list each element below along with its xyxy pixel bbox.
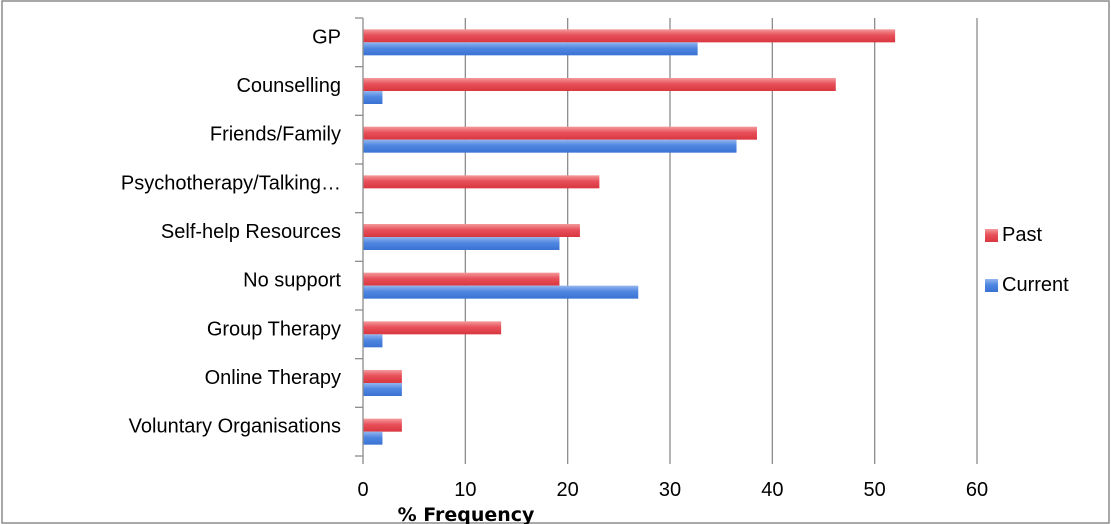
category-label: Counselling: [236, 75, 341, 97]
bar-current: [363, 42, 698, 56]
bar-past: [363, 418, 402, 432]
labels: 0 10 20 30 40 50 60 GP Counselling Friends/Family…: [121, 26, 988, 501]
bar-current: [363, 285, 639, 299]
bar-current: [363, 334, 383, 348]
category-label: Voluntary Organisations: [129, 416, 341, 438]
x-tick-label: 60: [966, 479, 988, 501]
category-label: Friends/Family: [210, 124, 341, 146]
legend-swatch-current: [985, 279, 998, 292]
bar-past: [363, 29, 896, 43]
x-tick-label: 30: [659, 479, 681, 501]
bar-past: [363, 321, 502, 335]
x-tick-label: 20: [557, 479, 579, 501]
x-axis-title: % Frequency: [398, 504, 535, 524]
legend-swatch-past: [985, 229, 998, 242]
legend-label-current: Current: [1002, 274, 1069, 296]
bars: [363, 29, 896, 445]
bar-current: [363, 91, 383, 104]
category-label: Group Therapy: [207, 318, 341, 340]
bar-past: [363, 126, 757, 140]
legend: Past Current: [985, 224, 1069, 296]
category-label: Psychotherapy/Talking…: [121, 172, 341, 194]
category-label: GP: [312, 26, 341, 48]
bar-past: [363, 224, 580, 237]
x-tick-label: 50: [864, 479, 886, 501]
bar-current: [363, 139, 737, 153]
x-tick-label: 40: [761, 479, 783, 501]
bar-current: [363, 383, 402, 396]
bar-past: [363, 175, 600, 189]
bar-past: [363, 78, 836, 91]
legend-label-past: Past: [1002, 224, 1042, 246]
x-tick-label: 10: [454, 479, 476, 501]
bar-past: [363, 370, 402, 383]
category-label: Online Therapy: [205, 367, 341, 389]
bar-current: [363, 431, 383, 445]
bar-past: [363, 272, 560, 286]
bar-current: [363, 237, 560, 250]
axes: [355, 17, 978, 464]
category-label: Self-help Resources: [161, 221, 341, 243]
category-label: No support: [243, 270, 341, 292]
x-tick-label: 0: [357, 479, 368, 501]
